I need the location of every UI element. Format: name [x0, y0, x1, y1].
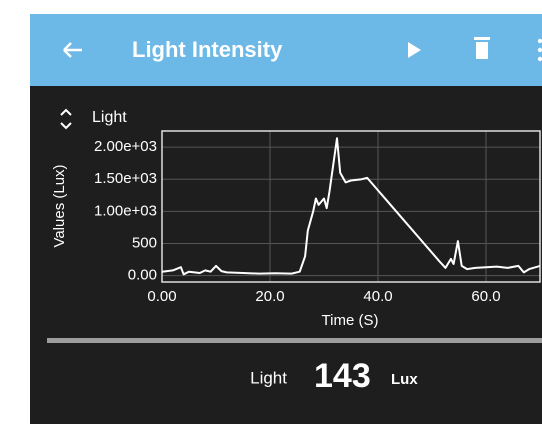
y-tick-label: 0.00	[128, 267, 157, 284]
reading-value: 143	[314, 357, 371, 395]
x-tick-label: 20.0	[255, 288, 284, 305]
app-title: Light Intensity	[132, 37, 283, 62]
y-tick-label: 1.50e+03	[94, 170, 157, 187]
app-bar	[30, 14, 542, 86]
legend-label: Light	[92, 109, 127, 126]
collapse-icon[interactable]	[60, 108, 72, 130]
content	[30, 86, 542, 424]
x-tick-label: 0.00	[147, 288, 176, 305]
y-axis-label: Values (Lux)	[51, 164, 68, 247]
play-button[interactable]	[408, 42, 421, 58]
y-tick-label: 2.00e+03	[94, 138, 157, 155]
y-tick-label: 500	[132, 234, 157, 251]
reading-name: Light	[250, 368, 287, 387]
plot-frame	[161, 130, 541, 283]
y-tick-label: 1.00e+03	[94, 202, 157, 219]
data-line	[161, 137, 541, 276]
x-tick-label: 40.0	[363, 288, 392, 305]
menu-button[interactable]	[537, 38, 542, 62]
back-button[interactable]	[63, 42, 82, 58]
delete-button[interactable]	[474, 37, 490, 59]
divider	[47, 338, 542, 343]
x-axis-label: Time (S)	[322, 312, 379, 329]
reading-unit: Lux	[391, 371, 418, 388]
x-tick-label: 60.0	[471, 288, 500, 305]
